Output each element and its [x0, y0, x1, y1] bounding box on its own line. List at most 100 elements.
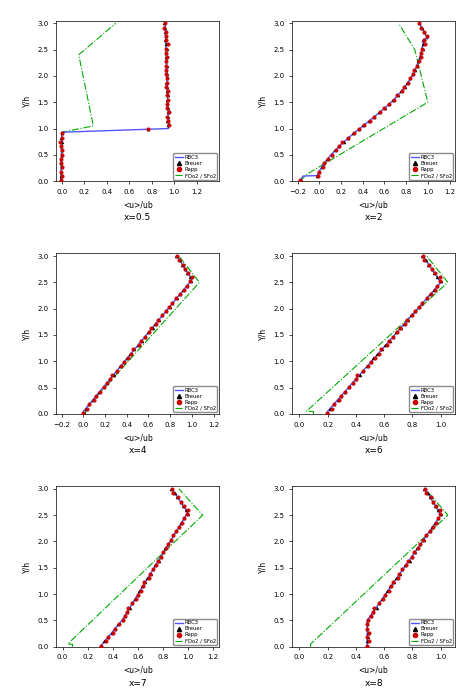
Point	[179, 500, 187, 511]
Point	[390, 577, 397, 588]
Point	[161, 34, 169, 45]
Point	[324, 407, 332, 418]
Point	[57, 175, 64, 186]
Point	[421, 483, 429, 494]
Point	[106, 374, 113, 385]
Point	[381, 590, 389, 601]
Point	[313, 171, 320, 182]
Point	[377, 107, 384, 118]
Point	[324, 153, 331, 164]
Point	[430, 496, 437, 507]
Point	[105, 632, 112, 643]
Point	[346, 382, 353, 393]
Point	[356, 369, 364, 380]
Point	[103, 636, 110, 647]
Legend: RBC3, Breuer, Rapp, FDo2 / SFo2: RBC3, Breuer, Rapp, FDo2 / SFo2	[174, 619, 218, 645]
Point	[57, 158, 65, 169]
Point	[158, 310, 166, 321]
Point	[131, 594, 138, 605]
Point	[163, 90, 171, 101]
Point	[164, 120, 171, 131]
Point	[119, 615, 127, 626]
Point	[426, 526, 433, 537]
Point	[385, 98, 393, 109]
X-axis label: <u>/ub: <u>/ub	[123, 666, 152, 675]
Point	[85, 399, 93, 410]
Point	[174, 492, 182, 503]
Point	[364, 361, 371, 372]
Point	[149, 564, 156, 575]
Point	[349, 128, 357, 139]
Point	[379, 594, 386, 605]
Point	[401, 559, 409, 570]
Point	[364, 627, 372, 638]
Point	[349, 378, 356, 389]
Point	[163, 69, 171, 80]
Point	[58, 145, 66, 156]
Point	[375, 598, 383, 609]
Point	[111, 623, 119, 634]
Point	[163, 56, 170, 67]
Point	[58, 149, 66, 160]
Point	[424, 488, 431, 499]
Point	[389, 331, 396, 342]
Point	[337, 390, 345, 401]
X-axis label: <u>/ub: <u>/ub	[123, 200, 152, 209]
Point	[173, 492, 181, 503]
Point	[134, 340, 141, 351]
Point	[157, 551, 165, 562]
Point	[161, 26, 168, 37]
Point	[334, 395, 342, 406]
Point	[162, 47, 169, 58]
Point	[163, 81, 171, 92]
Point	[166, 301, 173, 312]
Point	[163, 77, 171, 88]
Point	[418, 250, 426, 261]
Point	[401, 81, 408, 92]
Text: x=7: x=7	[129, 679, 147, 688]
Point	[365, 116, 372, 127]
Point	[419, 34, 427, 45]
Point	[389, 577, 396, 588]
Point	[328, 149, 335, 160]
Point	[57, 158, 65, 169]
Point	[134, 590, 141, 601]
Point	[159, 310, 166, 321]
Point	[383, 585, 391, 596]
Point	[419, 39, 427, 50]
Point	[183, 268, 191, 279]
Point	[117, 361, 124, 372]
Point	[373, 602, 380, 613]
Point	[367, 356, 375, 367]
Point	[407, 310, 415, 321]
Point	[163, 60, 170, 71]
Point	[164, 85, 171, 96]
Point	[163, 43, 171, 54]
Point	[335, 141, 343, 152]
Point	[173, 293, 181, 304]
Point	[169, 530, 177, 541]
Point	[438, 508, 445, 519]
Point	[386, 581, 394, 592]
Point	[434, 504, 441, 515]
Point	[413, 60, 421, 71]
Point	[421, 26, 428, 37]
Point	[100, 382, 107, 393]
Point	[319, 162, 326, 173]
Point	[82, 403, 89, 414]
Point	[111, 623, 119, 634]
Point	[182, 264, 189, 275]
Point	[162, 56, 170, 67]
Point	[160, 22, 168, 33]
Point	[414, 543, 421, 554]
Point	[387, 581, 395, 592]
Point	[394, 572, 401, 583]
Point	[128, 348, 135, 359]
Point	[421, 255, 428, 266]
Point	[165, 107, 173, 118]
Point	[182, 504, 190, 515]
Point	[416, 539, 424, 550]
Point	[162, 30, 170, 41]
Point	[162, 65, 170, 76]
Point	[180, 513, 188, 524]
